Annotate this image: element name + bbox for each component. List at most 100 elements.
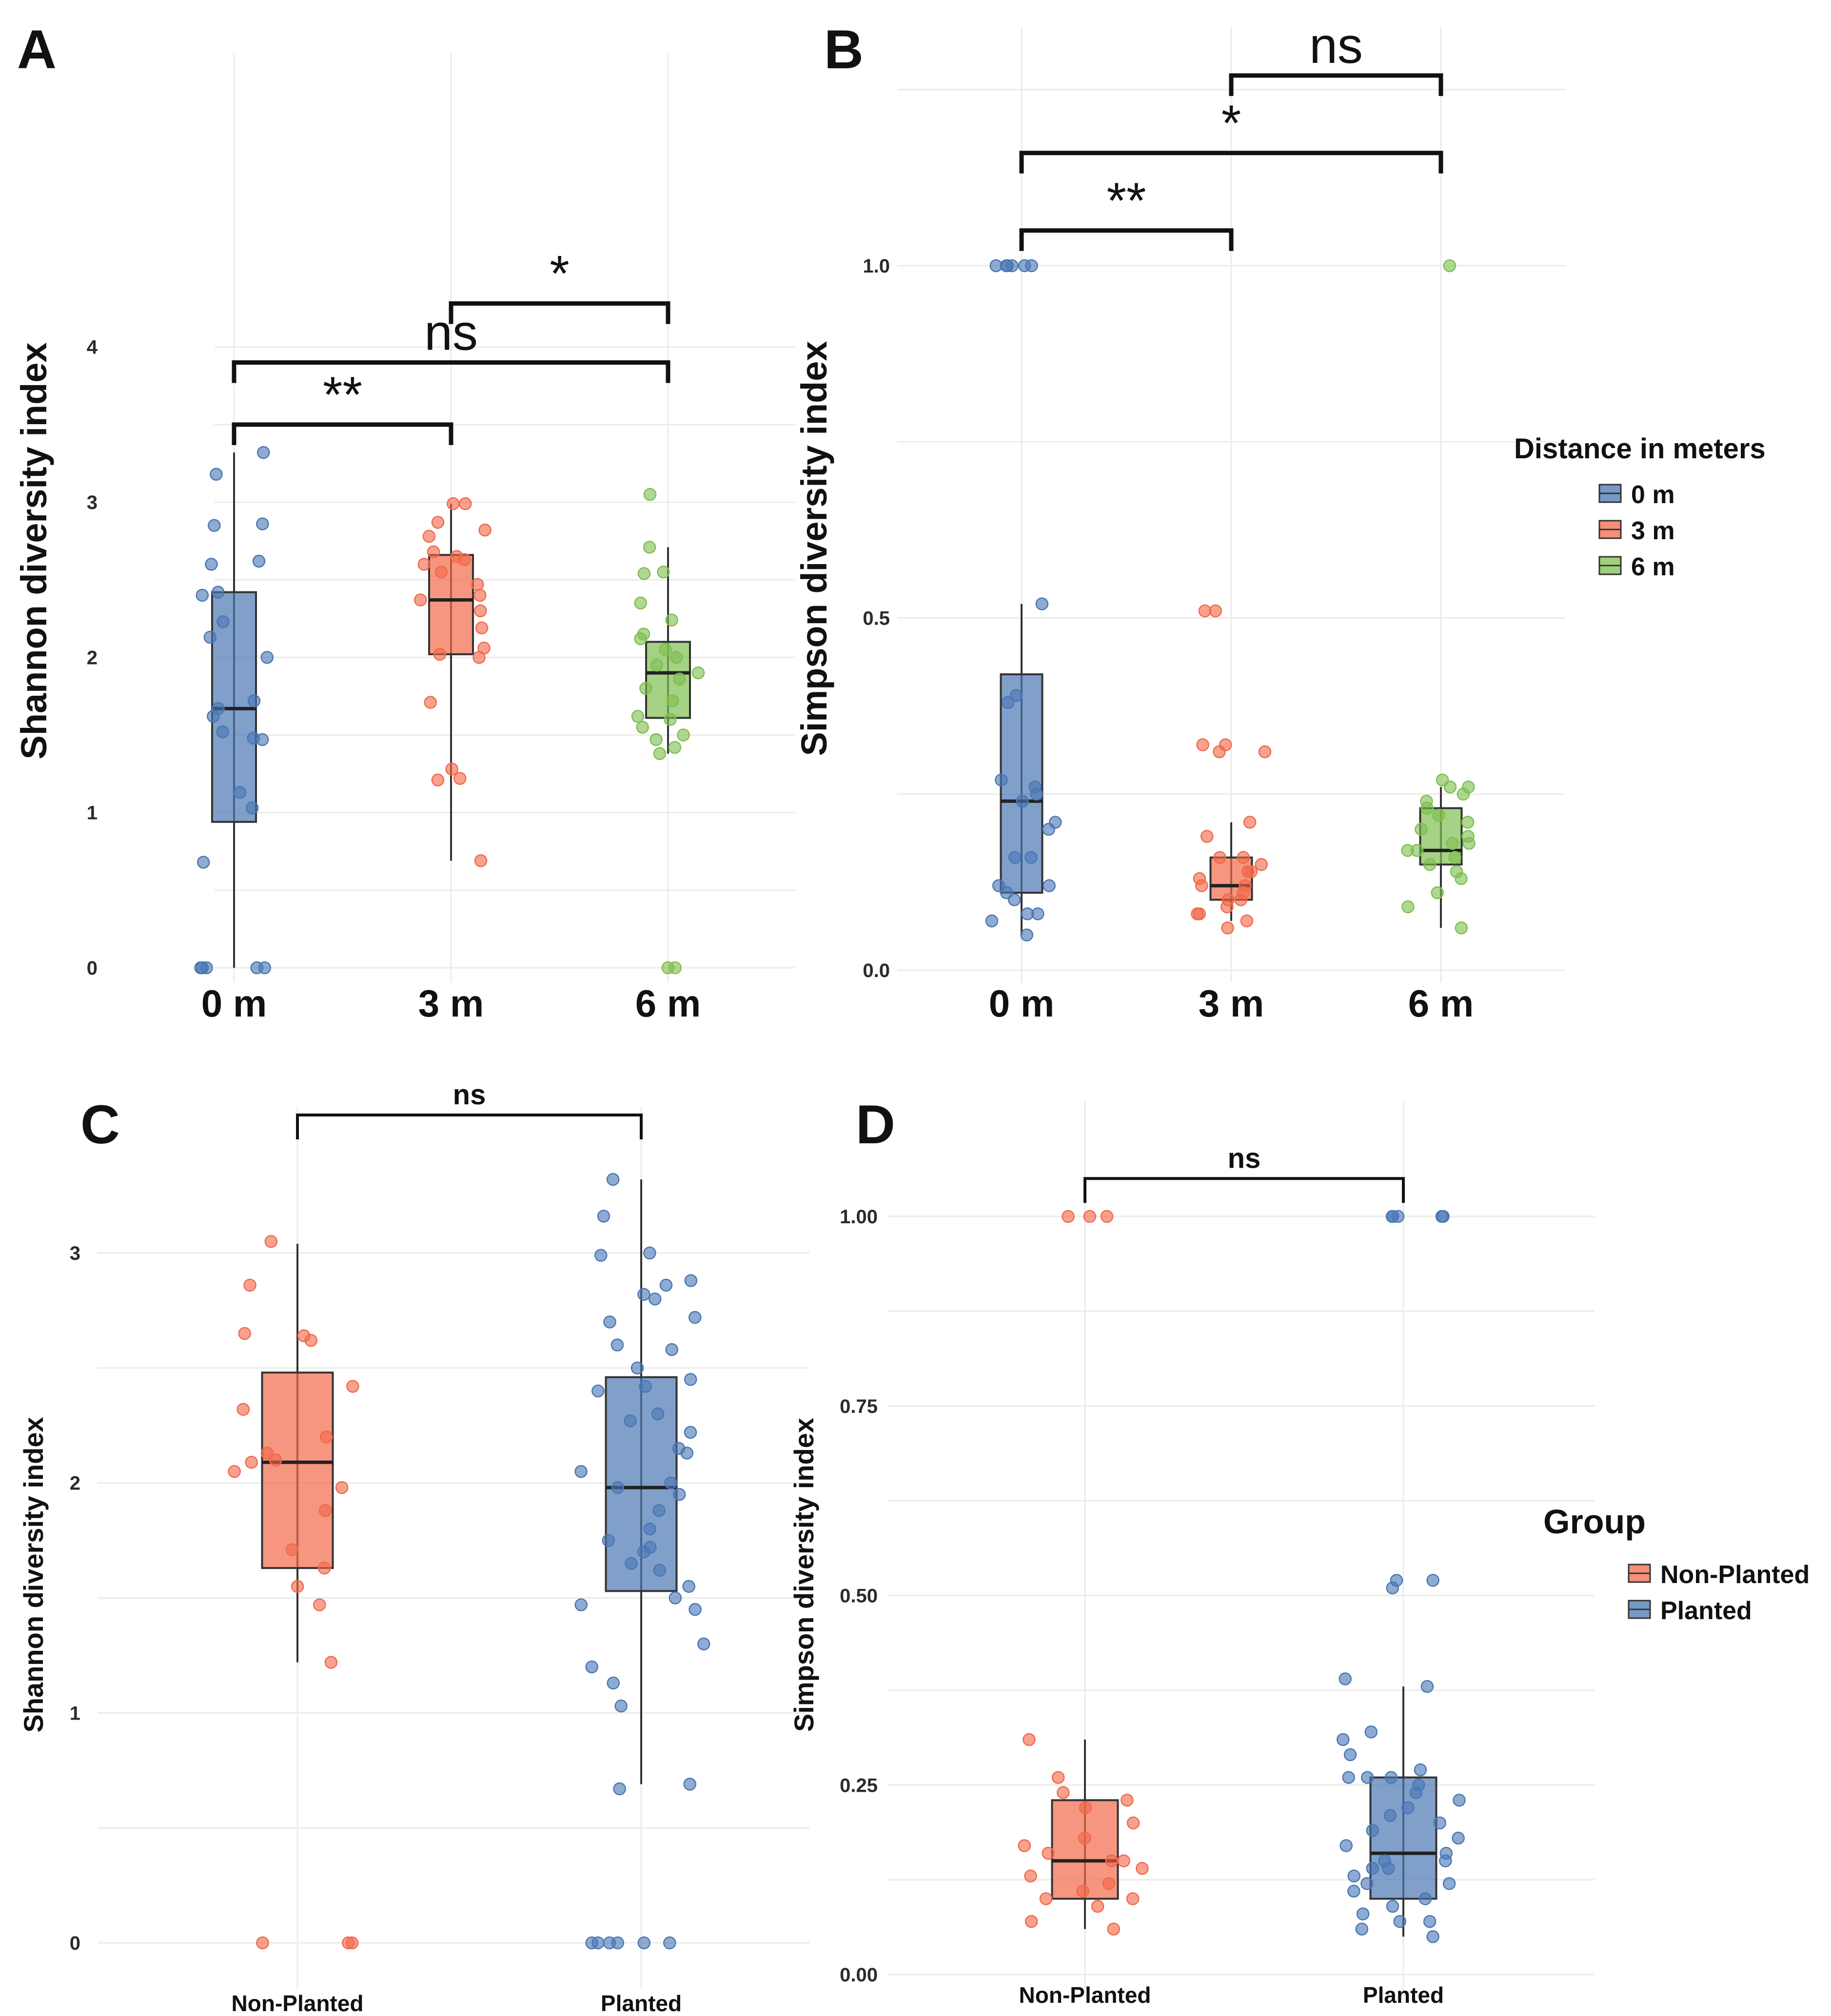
data-point — [260, 1447, 274, 1460]
significance-label: ns — [453, 1079, 486, 1111]
data-point — [637, 567, 651, 580]
data-point — [1426, 1930, 1439, 1943]
data-point — [245, 1455, 258, 1469]
data-point — [1418, 1892, 1432, 1905]
data-point — [1443, 259, 1457, 273]
data-point — [1062, 1210, 1075, 1223]
data-point — [672, 1442, 686, 1455]
data-point — [1401, 1801, 1415, 1815]
data-point — [639, 682, 652, 695]
data-point — [433, 647, 447, 661]
data-point — [445, 763, 458, 776]
data-point — [1198, 604, 1212, 618]
data-point — [1240, 914, 1254, 928]
box-0-m — [194, 446, 274, 975]
data-point — [203, 630, 217, 644]
data-point — [216, 725, 229, 739]
data-point — [992, 879, 1005, 892]
data-point — [318, 1504, 332, 1517]
data-point — [1107, 1922, 1121, 1936]
legend-item: Non-Planted — [1628, 1561, 1810, 1589]
data-point — [697, 1637, 710, 1651]
gridlines — [887, 1102, 1595, 1992]
data-point — [1401, 900, 1415, 914]
data-point — [1023, 1733, 1036, 1746]
data-point — [1343, 1748, 1357, 1762]
panel-letter: A — [17, 19, 57, 80]
data-point — [1105, 1854, 1119, 1867]
data-point — [473, 588, 487, 602]
data-point — [291, 1580, 304, 1593]
data-point — [689, 1311, 702, 1324]
data-point — [985, 914, 999, 928]
y-axis-title: Shannon diversity index — [18, 1417, 49, 1732]
data-point — [212, 586, 225, 599]
data-point — [1028, 781, 1042, 794]
data-point — [247, 731, 260, 745]
data-point — [1126, 1816, 1140, 1830]
data-point — [1042, 1846, 1055, 1860]
data-point — [260, 651, 274, 664]
data-point — [424, 696, 437, 709]
data-point — [459, 497, 472, 510]
data-point — [594, 1249, 608, 1262]
data-point — [205, 558, 218, 571]
y-axis-title: Shannon diversity index — [14, 342, 54, 759]
bracket-line — [1019, 228, 1234, 251]
legend-title: Distance in meters — [1514, 433, 1766, 465]
data-point — [1219, 738, 1232, 751]
data-point — [1435, 1210, 1449, 1223]
data-point — [610, 1338, 624, 1351]
bracket-line — [296, 1114, 643, 1139]
data-point — [1433, 1816, 1447, 1830]
box-iqr — [261, 1371, 334, 1569]
x-tick-label: Planted — [1363, 1982, 1444, 2008]
data-point — [1347, 1884, 1360, 1898]
data-point — [614, 1699, 628, 1713]
data-point — [684, 1274, 698, 1287]
significance-bracket: ns — [1083, 1142, 1405, 1203]
data-point — [1196, 738, 1209, 751]
data-point — [1009, 689, 1023, 702]
x-tick-label: Non-Planted — [232, 1991, 364, 2016]
bracket-line — [1229, 73, 1443, 96]
data-point — [603, 1315, 616, 1329]
data-point — [607, 1676, 620, 1690]
data-point — [474, 854, 488, 867]
data-point — [1079, 1801, 1092, 1815]
y-tick-label: 4 — [87, 337, 98, 358]
data-point — [431, 773, 445, 787]
data-point — [256, 446, 270, 459]
data-point — [1191, 907, 1204, 920]
data-point — [1462, 781, 1475, 794]
legend-title: Group — [1543, 1503, 1646, 1541]
data-point — [1021, 907, 1034, 920]
data-point — [1364, 1725, 1378, 1739]
gridlines — [215, 54, 795, 982]
y-tick-label: 1 — [70, 1703, 80, 1724]
data-point — [659, 1278, 673, 1292]
data-point — [247, 694, 261, 707]
data-point — [217, 615, 230, 628]
data-point — [1455, 921, 1468, 935]
data-point — [1385, 1210, 1399, 1223]
data-point — [1213, 851, 1226, 864]
data-point — [342, 1936, 355, 1950]
y-tick-label: 0.25 — [840, 1775, 878, 1796]
data-point — [1401, 844, 1414, 857]
y-tick-label: 0.00 — [840, 1964, 878, 1986]
y-tick-label: 0.75 — [840, 1396, 878, 1417]
data-point — [1043, 879, 1056, 892]
box-non-planted — [228, 1235, 359, 1950]
data-point — [1436, 773, 1449, 787]
data-point — [663, 1936, 676, 1950]
data-point — [324, 1656, 338, 1669]
data-point — [1048, 816, 1062, 829]
legend-item-label: 0 m — [1631, 481, 1675, 509]
data-point — [1420, 794, 1433, 808]
significance-bracket: * — [449, 246, 670, 324]
panel-b-simpson-by-distance: 0.0 0.5 1.0 0 m 3 m 6 m Simpson diversity inde… — [794, 18, 1565, 1025]
x-tick-label: 0 m — [201, 982, 267, 1025]
data-point — [1255, 858, 1268, 871]
